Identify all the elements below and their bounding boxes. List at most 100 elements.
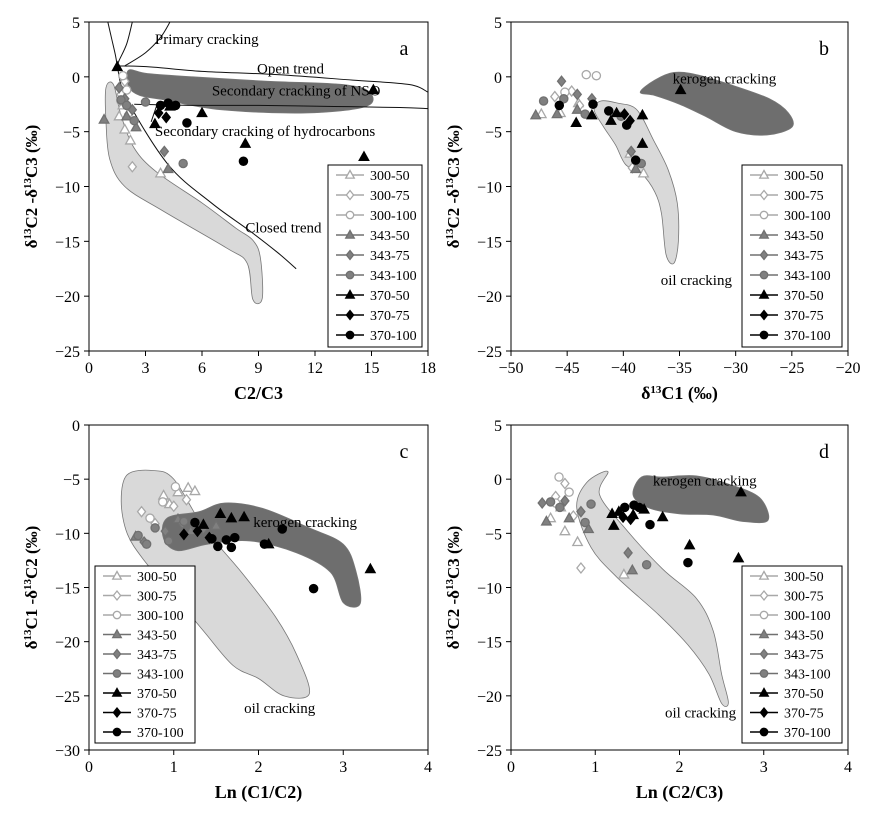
x-tick-label: −20 [835,360,860,377]
data-point [168,500,179,513]
oil-cracking-field [593,100,680,265]
legend-marker [758,169,770,179]
data-point [563,511,575,523]
plot-area [120,469,377,699]
data-point [111,60,124,72]
y-tick-label: −20 [477,689,502,706]
data-point [133,530,143,541]
x-tick-label: −35 [667,360,692,377]
data-point [551,107,563,119]
legend-label: 300-50 [784,169,824,184]
y-tick-label: −5 [485,526,502,543]
x-tick-label: −50 [498,360,523,377]
legend-label: 370-75 [784,309,824,324]
data-point [586,108,598,120]
data-point [163,536,174,546]
x-tick-label: 0 [85,759,93,776]
data-point [554,100,565,111]
data-point [683,557,693,568]
legend-marker [759,648,769,660]
data-point [358,150,370,162]
legend-label: 343-50 [784,629,824,644]
data-point [625,513,636,526]
label-part: C2 (‰) [22,526,41,579]
data-point [619,108,630,121]
data-point [588,99,598,110]
data-point [641,560,652,570]
label-part: C1 -δ [22,590,41,630]
legend-label: 370-75 [137,707,177,722]
data-point [159,145,170,158]
series-370-100 [190,517,319,594]
legend-marker [111,687,123,697]
y-tick-label: 0 [72,418,80,435]
label-part: C3 (‰) [444,526,463,579]
y-tick-label: −20 [477,289,502,306]
data-point [554,472,564,482]
data-point [560,477,570,490]
legend-marker [345,330,355,340]
x-tick-label: 0 [85,360,93,377]
legend-marker [759,309,769,321]
data-point [118,123,131,134]
legend-marker [759,706,769,719]
data-point [124,134,137,145]
legend-label: 343-75 [784,648,824,663]
superscript: 13 [444,629,456,641]
data-point [179,516,189,527]
legend-label: 370-100 [370,329,417,344]
data-point [591,70,602,81]
data-point [555,502,565,513]
data-point [129,115,139,126]
data-point [141,539,152,549]
legend-label: 343-50 [370,229,410,244]
kerogen-cracking-field [126,69,374,114]
legend-label: 343-100 [137,668,184,683]
data-point [626,563,639,575]
data-point [556,75,567,88]
series-300-100 [560,69,602,97]
y-tick-label: −25 [55,344,80,361]
data-point [162,162,174,174]
legend-marker [759,210,769,220]
panel-b: −50 −45 −40 −35 −30 −25 −2050−5−10−15−20−25δ13… [444,15,861,404]
data-point [118,70,128,81]
data-point [259,539,270,549]
x-tick-label: 4 [424,759,432,776]
data-point [189,484,201,496]
y-tick-label: −20 [55,635,80,652]
data-point [221,535,232,545]
data-point [612,505,625,516]
legend-marker [759,669,769,678]
legend-label: 343-75 [137,648,177,663]
legend-label: 343-75 [370,249,410,264]
data-point [213,541,223,552]
data-point [619,502,630,513]
x-axis-title: δ13C1 (‰) [641,383,718,404]
data-point [621,120,632,130]
data-point [570,116,583,128]
panel-label: b [819,38,829,60]
data-point [130,120,142,132]
x-tick-label: 18 [420,360,436,377]
data-point [683,538,696,550]
label-part: Ln (C2/C3) [636,782,724,803]
series-343-50 [98,109,174,174]
x-tick-label: 6 [198,360,206,377]
x-tick-label: 3 [339,759,347,776]
series-343-100 [538,94,647,169]
legend-label: 343-50 [784,229,824,244]
data-point [230,532,240,543]
legend-label: 300-50 [137,570,177,585]
x-tick-label: 4 [844,759,852,776]
data-point [636,108,649,120]
trend-line [107,22,118,66]
legend-label: 370-100 [784,329,831,344]
legend-label: 343-100 [370,269,417,284]
legend-label: 300-75 [784,590,824,605]
plot-area [529,69,794,265]
data-point [540,515,553,526]
y-tick-label: −15 [477,635,502,652]
